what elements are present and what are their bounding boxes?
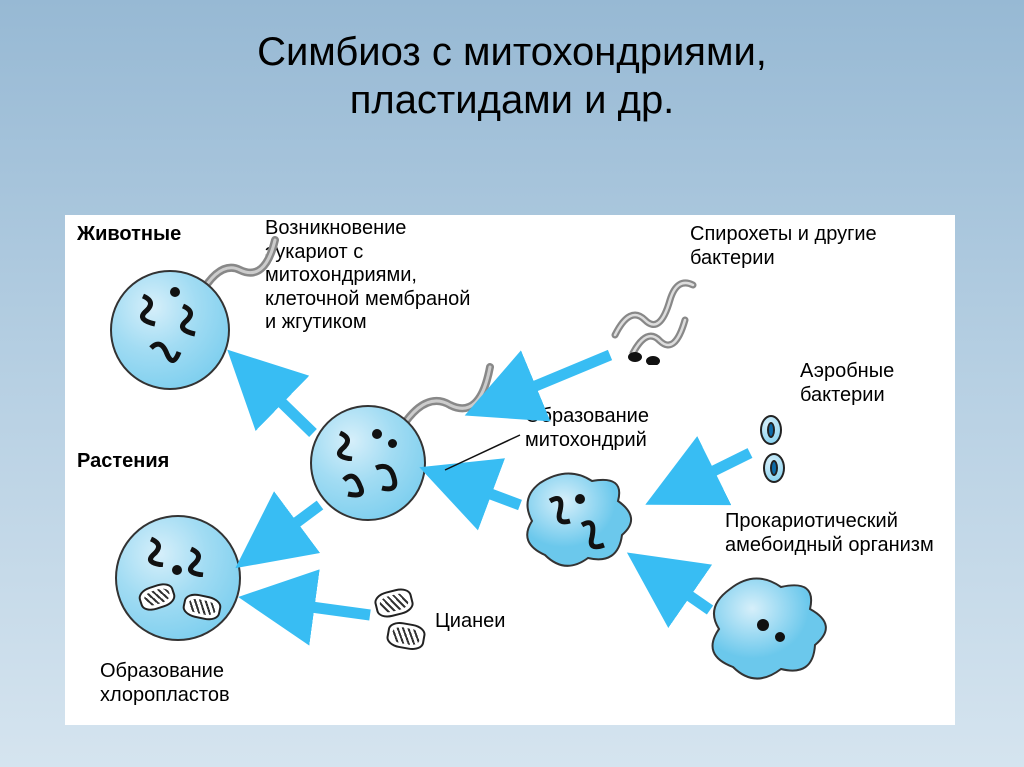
- title-line-1: Симбиоз с митохондриями,: [257, 30, 767, 74]
- diagram-canvas: Животные Растения Возникновение эукариот…: [65, 215, 955, 725]
- arrows-layer: [65, 215, 955, 725]
- page-title: Симбиоз с митохондриями, пластидами и др…: [0, 0, 1024, 124]
- title-line-2: пластидами и др.: [350, 78, 675, 122]
